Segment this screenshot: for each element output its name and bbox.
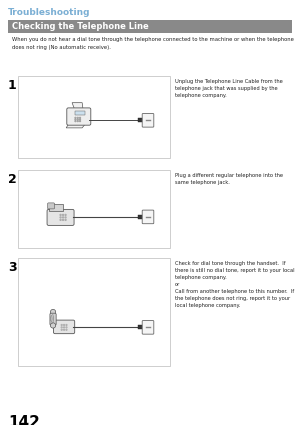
FancyBboxPatch shape <box>138 326 143 329</box>
Circle shape <box>77 119 78 120</box>
Text: 1: 1 <box>8 79 17 92</box>
FancyBboxPatch shape <box>18 76 170 158</box>
FancyBboxPatch shape <box>18 258 170 366</box>
FancyBboxPatch shape <box>75 111 85 115</box>
FancyBboxPatch shape <box>142 320 154 334</box>
Text: 3: 3 <box>8 261 16 274</box>
Circle shape <box>75 119 76 120</box>
Circle shape <box>66 325 67 326</box>
Polygon shape <box>66 124 85 128</box>
Circle shape <box>65 217 66 218</box>
FancyBboxPatch shape <box>50 313 56 325</box>
Text: Plug a different regular telephone into the
same telephone jack.: Plug a different regular telephone into … <box>175 173 283 185</box>
Polygon shape <box>49 204 63 211</box>
FancyBboxPatch shape <box>48 203 55 209</box>
FancyBboxPatch shape <box>142 210 154 224</box>
Circle shape <box>65 219 66 220</box>
Text: Troubleshooting: Troubleshooting <box>8 8 91 17</box>
Circle shape <box>66 329 67 330</box>
Polygon shape <box>72 103 83 109</box>
FancyBboxPatch shape <box>53 320 75 334</box>
Circle shape <box>61 327 62 328</box>
FancyBboxPatch shape <box>67 108 91 125</box>
Circle shape <box>63 217 64 218</box>
FancyBboxPatch shape <box>138 215 143 219</box>
Text: Check for dial tone through the handset.  If
there is still no dial tone, report: Check for dial tone through the handset.… <box>175 261 295 308</box>
Circle shape <box>77 117 78 118</box>
Circle shape <box>66 327 67 328</box>
FancyBboxPatch shape <box>8 20 292 33</box>
FancyBboxPatch shape <box>47 210 74 225</box>
Circle shape <box>75 117 76 118</box>
Circle shape <box>60 219 61 220</box>
Circle shape <box>75 121 76 122</box>
Circle shape <box>50 323 56 328</box>
FancyBboxPatch shape <box>18 170 170 248</box>
FancyBboxPatch shape <box>142 113 154 127</box>
Text: When you do not hear a dial tone through the telephone connected to the machine : When you do not hear a dial tone through… <box>12 37 294 42</box>
FancyBboxPatch shape <box>138 118 143 122</box>
Circle shape <box>61 325 62 326</box>
Text: 2: 2 <box>8 173 17 186</box>
Text: Unplug the Telephone Line Cable from the
telephone jack that was supplied by the: Unplug the Telephone Line Cable from the… <box>175 79 283 98</box>
Circle shape <box>60 217 61 218</box>
Text: Checking the Telephone Line: Checking the Telephone Line <box>12 22 149 31</box>
Circle shape <box>77 121 78 122</box>
Circle shape <box>61 329 62 330</box>
Circle shape <box>63 219 64 220</box>
Text: 142: 142 <box>8 415 40 425</box>
Circle shape <box>50 309 56 314</box>
Text: does not ring (No automatic receive).: does not ring (No automatic receive). <box>12 45 111 50</box>
